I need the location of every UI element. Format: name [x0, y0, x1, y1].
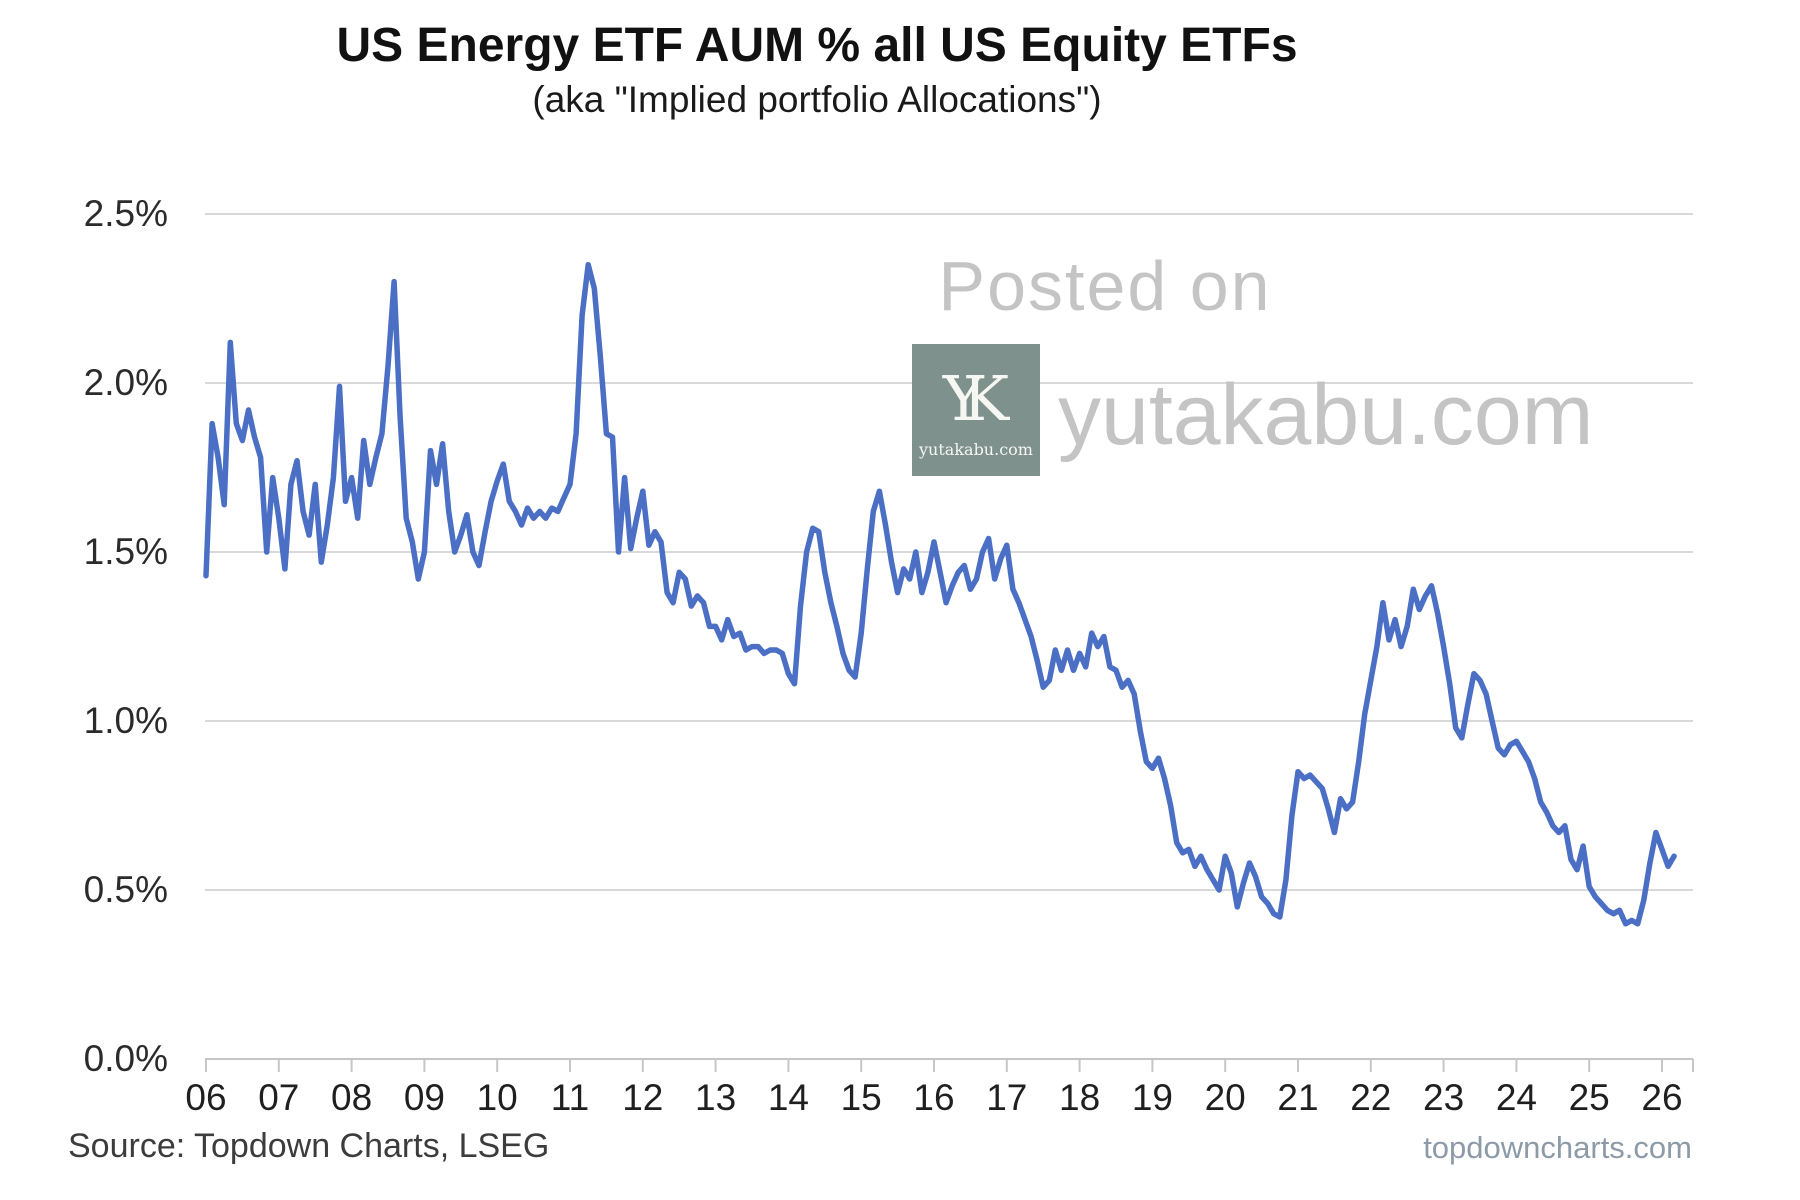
x-tick-label-15: 15 — [840, 1077, 882, 1118]
x-tick-label-24: 24 — [1495, 1077, 1537, 1118]
chart-title: US Energy ETF AUM % all US Equity ETFs — [336, 19, 1298, 72]
footer-site-link: topdowncharts.com — [1423, 1130, 1692, 1165]
x-tick-label-06: 06 — [185, 1077, 227, 1118]
yutakabu-logo-monogram: YK — [942, 361, 1009, 435]
x-tick-label-16: 16 — [913, 1077, 955, 1118]
x-tick-label-17: 17 — [986, 1077, 1028, 1118]
yutakabu-logo-caption: yutakabu.com — [919, 439, 1033, 459]
x-tick-label-22: 22 — [1350, 1077, 1392, 1118]
x-tick-label-26: 26 — [1641, 1077, 1683, 1118]
x-tick-label-08: 08 — [331, 1077, 373, 1118]
x-tick-label-07: 07 — [258, 1077, 300, 1118]
chart-subtitle: (aka "Implied portfolio Allocations") — [532, 79, 1102, 121]
watermark-posted-on: Posted on — [938, 247, 1272, 325]
yutakabu-logo: YK yutakabu.com — [912, 344, 1040, 476]
x-tick-label-19: 19 — [1131, 1077, 1173, 1118]
y-tick-label-1.5%: 1.5% — [83, 531, 168, 572]
x-tick-label-18: 18 — [1059, 1077, 1101, 1118]
y-tick-label-0.5%: 0.5% — [83, 869, 168, 910]
x-tick-label-14: 14 — [767, 1077, 809, 1118]
x-tick-label-10: 10 — [476, 1077, 518, 1118]
y-tick-label-0.0%: 0.0% — [83, 1038, 168, 1079]
x-tick-label-21: 21 — [1277, 1077, 1319, 1118]
y-tick-label-1.0%: 1.0% — [83, 700, 168, 741]
data-line-energy-etf-aum-share — [203, 261, 1677, 927]
chart-header: US Energy ETF AUM % all US Equity ETFs (… — [0, 18, 1634, 121]
x-tick-label-09: 09 — [403, 1077, 445, 1118]
x-tick-label-12: 12 — [622, 1077, 664, 1118]
x-tick-label-25: 25 — [1568, 1077, 1610, 1118]
x-tick-label-11: 11 — [550, 1077, 590, 1118]
y-tick-label-2.5%: 2.5% — [83, 193, 168, 234]
source-note: Source: Topdown Charts, LSEG — [68, 1127, 550, 1165]
x-tick-label-13: 13 — [695, 1077, 737, 1118]
y-tick-label-2.0%: 2.0% — [83, 362, 168, 403]
x-tick-label-20: 20 — [1204, 1077, 1246, 1118]
x-tick-label-23: 23 — [1423, 1077, 1465, 1118]
watermark-site-text: yutakabu.com — [1058, 367, 1594, 463]
